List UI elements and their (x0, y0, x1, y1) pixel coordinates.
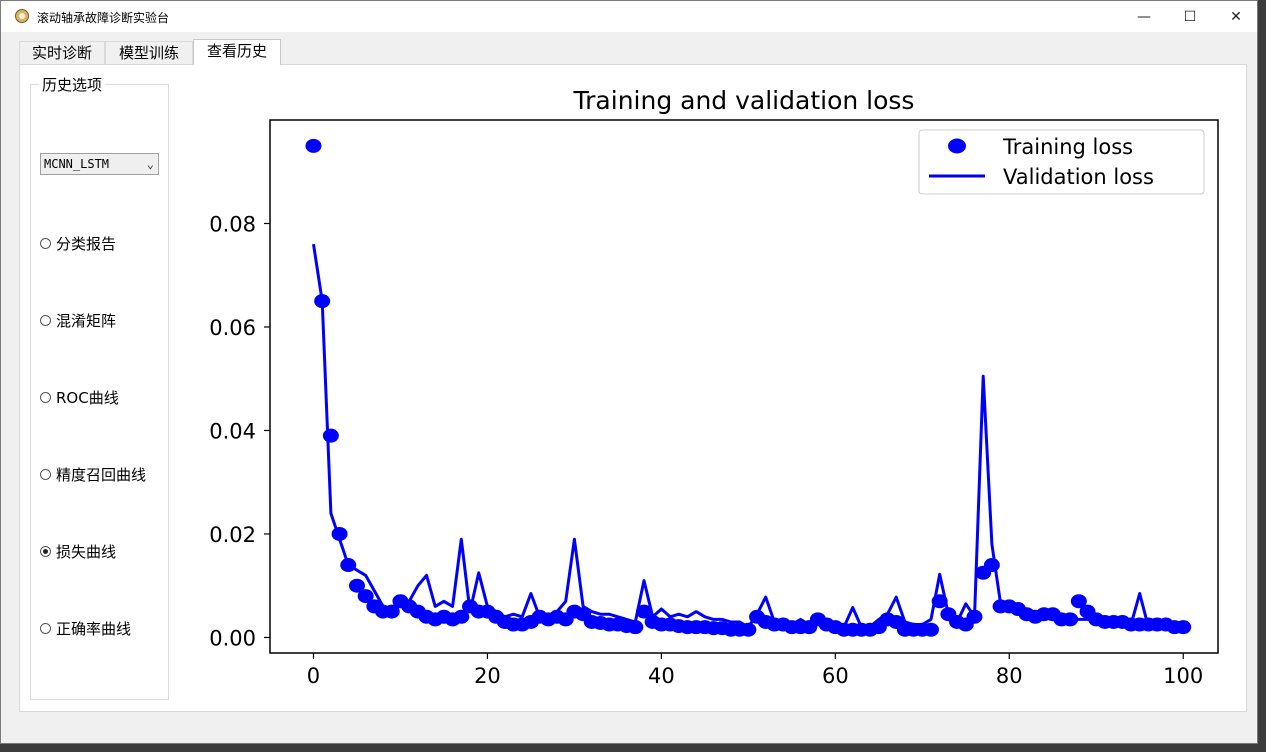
training-loss-point (627, 620, 644, 635)
chevron-down-icon: ⌄ (146, 157, 154, 171)
history-options-group: 历史选项 MCNN_LSTM ⌄ 分类报告 混淆矩阵 ROC曲线 精度召回曲线 (30, 74, 169, 700)
radio-indicator-icon (40, 469, 51, 480)
training-loss-point (931, 594, 948, 609)
radio-classification-report[interactable]: 分类报告 (40, 233, 116, 254)
radio-confusion-matrix[interactable]: 混淆矩阵 (40, 310, 116, 331)
radio-roc-curve[interactable]: ROC曲线 (40, 387, 119, 408)
y-tick-label: 0.04 (209, 419, 256, 443)
window-title: 滚动轴承故障诊断实验台 (37, 11, 170, 25)
x-tick-label: 60 (822, 664, 849, 688)
training-loss-point (357, 589, 374, 604)
tab-view-history[interactable]: 查看历史 (193, 39, 281, 65)
training-loss-point (348, 578, 365, 593)
legend-training-label: Training loss (1002, 135, 1133, 159)
app-icon (15, 9, 29, 23)
tab-realtime-diagnosis[interactable]: 实时诊断 (19, 41, 105, 64)
training-loss-point (740, 622, 757, 637)
y-tick-label: 0.00 (209, 626, 256, 650)
minimize-button[interactable]: — (1137, 8, 1151, 25)
legend-validation-label: Validation loss (1003, 165, 1154, 189)
model-select-value: MCNN_LSTM (44, 157, 110, 171)
radio-label: 损失曲线 (56, 543, 117, 561)
y-tick-label: 0.06 (209, 316, 256, 340)
x-tick-label: 100 (1163, 664, 1203, 688)
training-loss-point (331, 526, 348, 541)
radio-precision-recall-curve[interactable]: 精度召回曲线 (40, 464, 146, 485)
radio-indicator-icon (40, 315, 51, 326)
plot-frame (269, 119, 1219, 654)
training-loss-point (305, 138, 322, 153)
radio-label: 混淆矩阵 (56, 312, 117, 330)
validation-loss-line (312, 243, 1184, 629)
radio-indicator-icon (40, 392, 51, 403)
y-tick-label: 0.02 (209, 523, 256, 547)
legend-box (918, 129, 1205, 195)
training-loss-point (453, 609, 470, 624)
radio-accuracy-curve[interactable]: 正确率曲线 (40, 618, 131, 639)
training-loss-point (383, 604, 400, 619)
radio-indicator-icon (40, 546, 51, 557)
title-bar[interactable]: 滚动轴承故障诊断实验台 — ☐ ✕ (1, 1, 1257, 32)
tab-model-training[interactable]: 模型训练 (105, 41, 193, 64)
y-tick-label: 0.08 (209, 212, 256, 236)
training-loss-point (340, 558, 357, 573)
group-title: 历史选项 (39, 74, 106, 95)
model-select[interactable]: MCNN_LSTM ⌄ (40, 153, 159, 175)
legend-training-marker (948, 138, 966, 154)
training-loss-point (1070, 594, 1087, 609)
x-tick-label: 40 (648, 664, 675, 688)
training-loss-point (322, 428, 339, 443)
radio-label: ROC曲线 (56, 389, 119, 407)
radio-loss-curve[interactable]: 损失曲线 (40, 541, 116, 562)
radio-label: 正确率曲线 (56, 620, 132, 638)
training-loss-point (635, 604, 652, 619)
x-tick-label: 20 (474, 664, 501, 688)
chart-title: Training and validation loss (573, 86, 915, 115)
radio-label: 精度召回曲线 (56, 466, 147, 484)
x-tick-label: 80 (996, 664, 1023, 688)
maximize-button[interactable]: ☐ (1183, 8, 1197, 25)
training-loss-point (966, 609, 983, 624)
training-loss-point (314, 294, 331, 309)
close-button[interactable]: ✕ (1230, 8, 1242, 25)
training-loss-point (1062, 612, 1079, 627)
x-tick-label: 0 (307, 664, 320, 688)
training-loss-point (1175, 620, 1192, 635)
training-loss-point (922, 622, 939, 637)
training-loss-point (983, 558, 1000, 573)
radio-indicator-icon (40, 623, 51, 634)
radio-label: 分类报告 (56, 235, 117, 253)
radio-indicator-icon (40, 238, 51, 249)
